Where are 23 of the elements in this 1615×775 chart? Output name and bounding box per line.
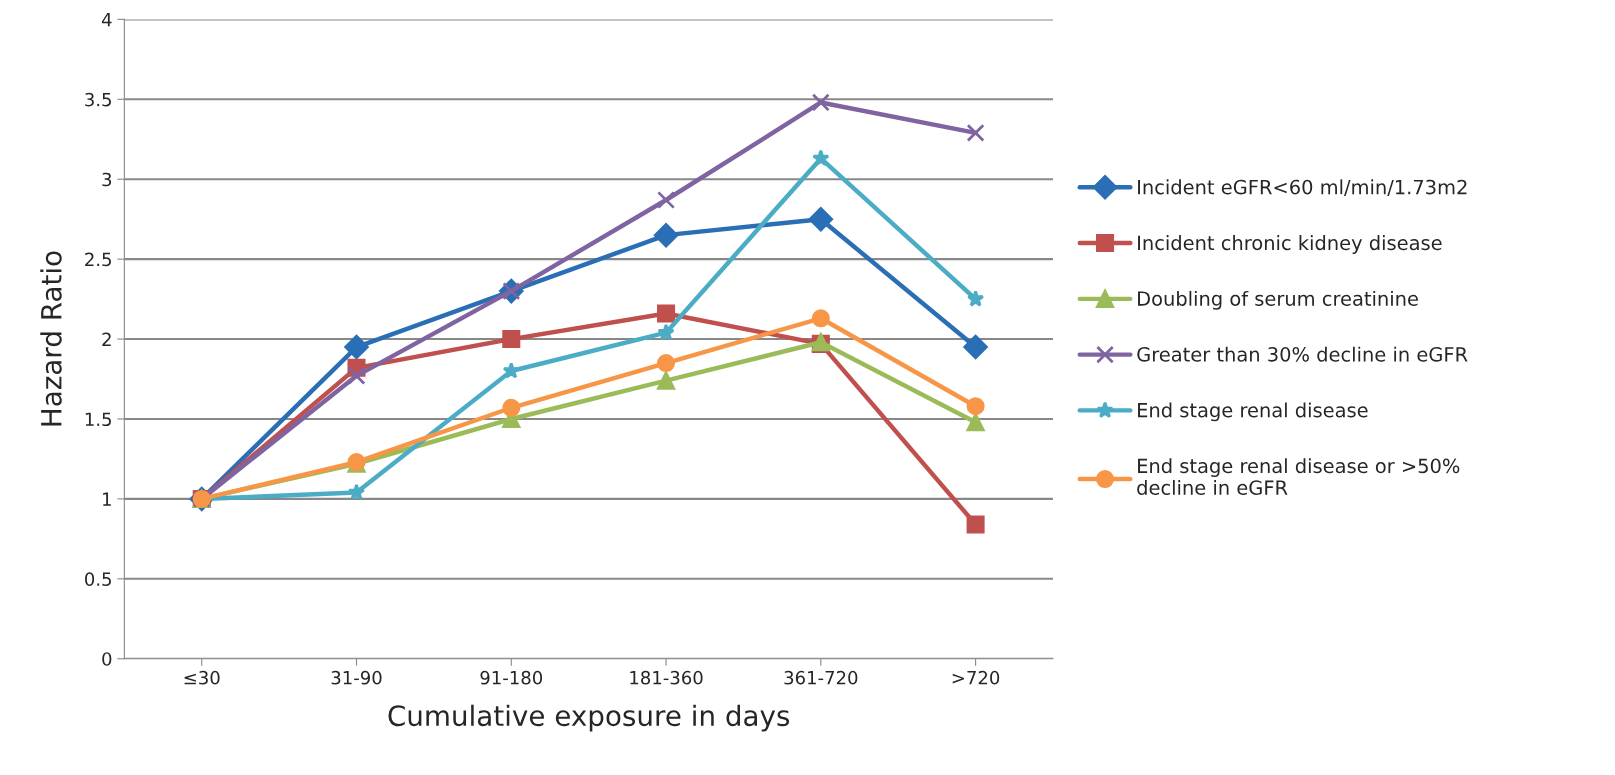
y-tick-label: 3 — [102, 172, 112, 187]
legend-label: Incident chronic kidney disease — [1138, 235, 1442, 254]
x-tick-label: 361-720 — [784, 670, 858, 685]
x-axis-title: Cumulative exposure in days — [388, 704, 790, 732]
x-tick-label: 31-90 — [331, 670, 382, 685]
y-tick-label: 2 — [102, 332, 111, 346]
y-tick-label: 2.5 — [85, 252, 111, 267]
y-axis-title: Hazard Ratio — [40, 251, 62, 426]
legend-label: End stage renal disease — [1138, 402, 1368, 422]
y-tick-label: 0 — [102, 652, 112, 666]
y-tick-label: 3.5 — [85, 92, 111, 107]
x-tick-label: ≤30 — [184, 670, 220, 685]
legend-label: Doubling of serum creatinine — [1138, 290, 1418, 310]
legend-label: Greater than 30% decline in eGFR — [1137, 346, 1468, 362]
legend-label: End stage renal disease or >50% decline in eGFR — [1137, 458, 1460, 495]
legend-label: Incident eGFR<60 ml/min/1.73m2 — [1138, 179, 1467, 196]
y-tick-label: 0.5 — [85, 572, 111, 586]
x-tick-label: >720 — [952, 670, 1000, 685]
y-tick-label: 4 — [101, 13, 112, 27]
x-tick-label: 91-180 — [480, 670, 543, 685]
y-tick-label: 1.5 — [85, 412, 111, 427]
y-tick-label: 1 — [103, 492, 111, 506]
x-tick-label: 181-360 — [630, 670, 703, 685]
